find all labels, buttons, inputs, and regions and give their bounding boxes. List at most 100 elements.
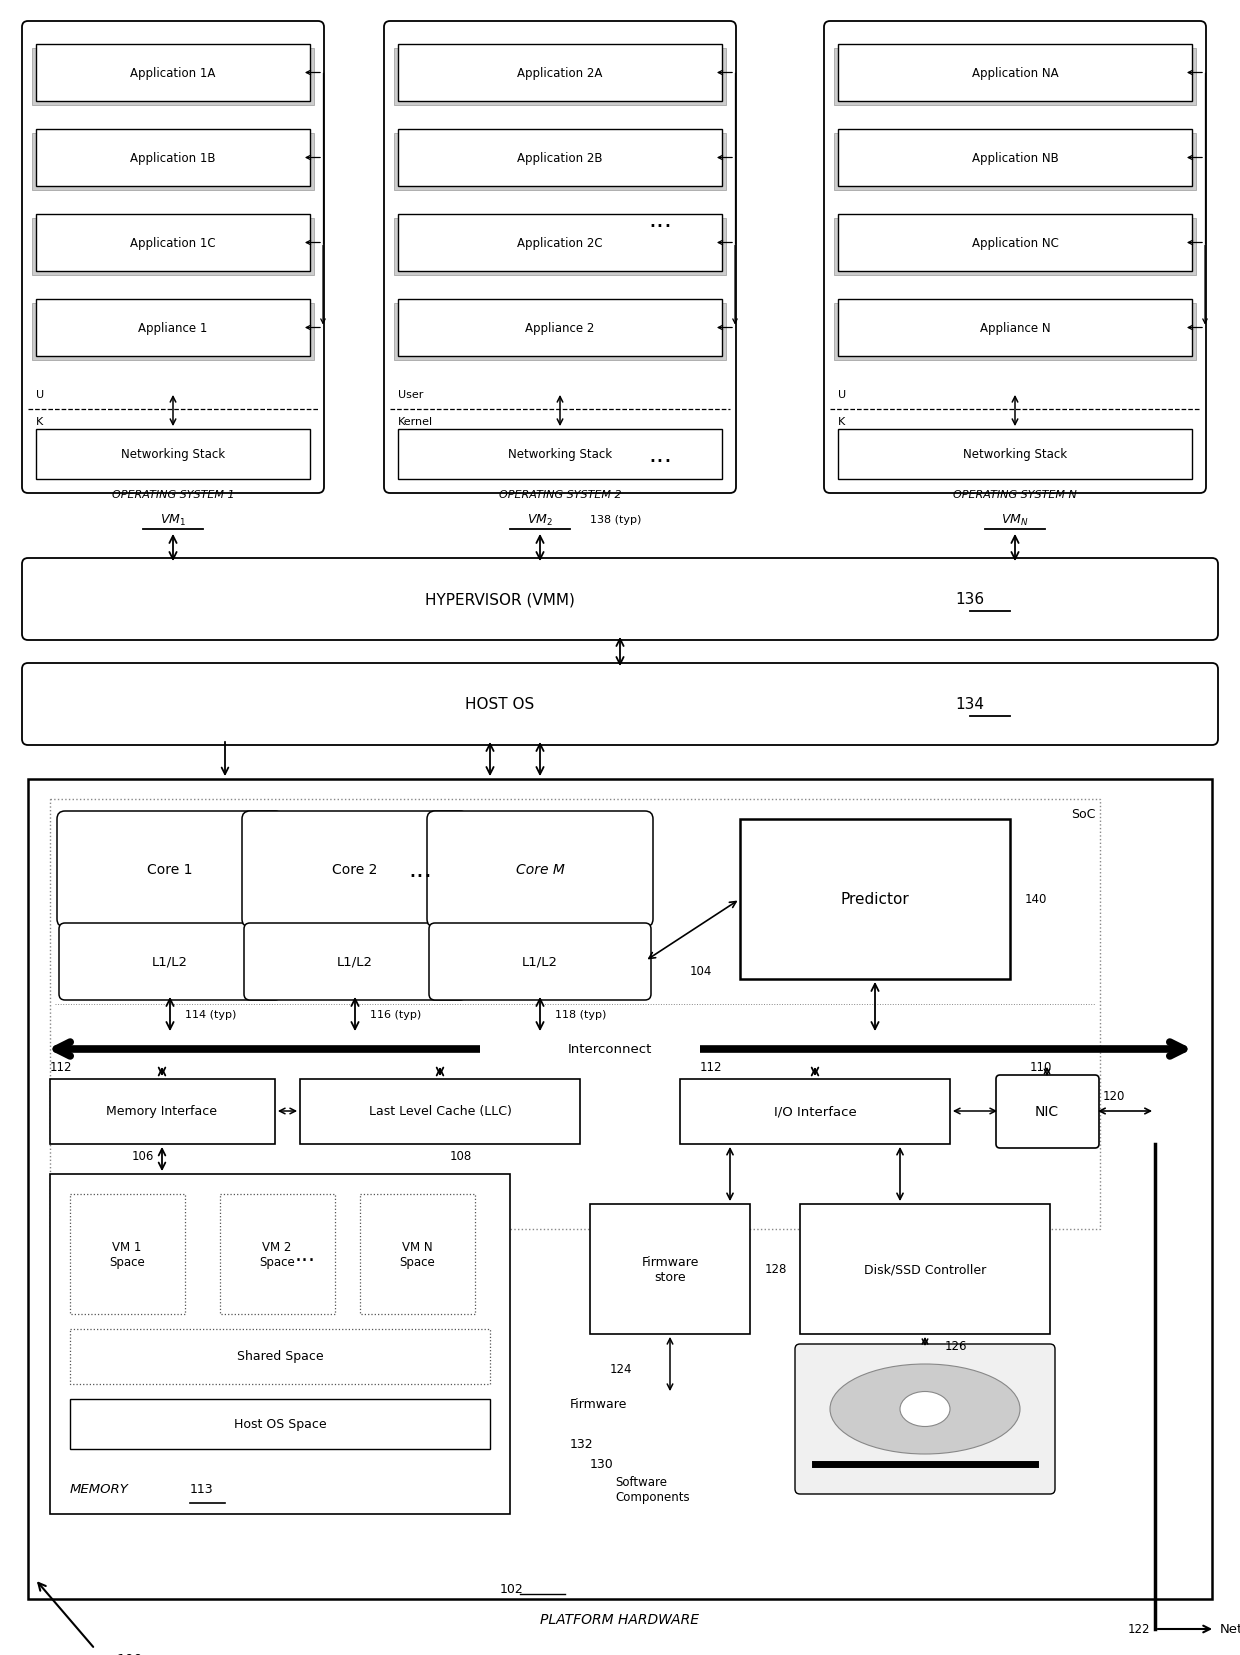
- Bar: [680, 1079, 950, 1144]
- Text: Appliance 2: Appliance 2: [526, 321, 595, 334]
- FancyBboxPatch shape: [242, 811, 467, 927]
- Text: Shared Space: Shared Space: [237, 1350, 324, 1362]
- Text: U: U: [838, 391, 846, 401]
- Text: Application 2B: Application 2B: [517, 152, 603, 166]
- Text: User: User: [398, 391, 423, 401]
- Text: 126: 126: [945, 1339, 967, 1352]
- Bar: [835, 305, 1197, 361]
- Text: 102: 102: [500, 1582, 523, 1595]
- Text: ...: ...: [649, 444, 672, 467]
- Text: Appliance 1: Appliance 1: [139, 321, 207, 334]
- Text: Memory Interface: Memory Interface: [107, 1106, 217, 1117]
- Text: ...: ...: [649, 209, 672, 232]
- Text: Software
Components: Software Components: [615, 1475, 689, 1503]
- Bar: [394, 50, 725, 106]
- Bar: [32, 50, 314, 106]
- FancyBboxPatch shape: [825, 22, 1207, 493]
- Text: Network: Network: [1220, 1622, 1240, 1635]
- Text: L1/L2: L1/L2: [522, 955, 558, 968]
- Text: K: K: [838, 417, 846, 427]
- Text: SoC: SoC: [1070, 808, 1095, 821]
- Text: NIC: NIC: [1035, 1104, 1059, 1119]
- Text: Application 1A: Application 1A: [130, 66, 216, 79]
- Text: 138 (typ): 138 (typ): [590, 515, 641, 525]
- Text: 114 (typ): 114 (typ): [185, 1010, 237, 1019]
- Text: Application 1C: Application 1C: [130, 237, 216, 250]
- FancyBboxPatch shape: [57, 811, 283, 927]
- Bar: [398, 215, 722, 271]
- Text: 104: 104: [689, 965, 712, 978]
- Text: 122: 122: [1127, 1622, 1149, 1635]
- Bar: [36, 300, 310, 357]
- FancyBboxPatch shape: [22, 664, 1218, 745]
- Text: 113: 113: [190, 1483, 213, 1496]
- FancyBboxPatch shape: [244, 923, 466, 1000]
- Text: Application NA: Application NA: [972, 66, 1058, 79]
- Text: Kernel: Kernel: [398, 417, 433, 427]
- Ellipse shape: [900, 1392, 950, 1427]
- Text: L1/L2: L1/L2: [153, 955, 188, 968]
- Bar: [69, 1398, 490, 1450]
- Bar: [360, 1195, 475, 1314]
- Bar: [800, 1205, 1050, 1334]
- Bar: [838, 430, 1192, 480]
- FancyBboxPatch shape: [384, 22, 737, 493]
- Text: 120: 120: [1104, 1091, 1126, 1102]
- Bar: [590, 1205, 750, 1334]
- Bar: [398, 131, 722, 187]
- Bar: [36, 430, 310, 480]
- Text: ...: ...: [408, 857, 432, 882]
- Text: 128: 128: [765, 1263, 787, 1276]
- Text: OPERATING SYSTEM 1: OPERATING SYSTEM 1: [112, 490, 234, 500]
- Text: Networking Stack: Networking Stack: [122, 449, 226, 462]
- FancyBboxPatch shape: [22, 22, 324, 493]
- Text: ...: ...: [295, 1245, 315, 1264]
- Ellipse shape: [830, 1364, 1021, 1455]
- Text: 134: 134: [956, 697, 985, 712]
- Bar: [29, 780, 1211, 1599]
- Bar: [32, 305, 314, 361]
- Text: 136: 136: [956, 592, 985, 607]
- Bar: [50, 1175, 510, 1514]
- Bar: [398, 300, 722, 357]
- Bar: [398, 45, 722, 103]
- Text: 118 (typ): 118 (typ): [556, 1010, 606, 1019]
- Text: VM N
Space: VM N Space: [399, 1240, 435, 1268]
- Bar: [835, 218, 1197, 276]
- Text: OPERATING SYSTEM N: OPERATING SYSTEM N: [954, 490, 1076, 500]
- Text: Application 2A: Application 2A: [517, 66, 603, 79]
- Text: 130: 130: [590, 1458, 614, 1471]
- Bar: [838, 45, 1192, 103]
- FancyBboxPatch shape: [60, 923, 281, 1000]
- Text: U: U: [36, 391, 45, 401]
- Text: Firmware
store: Firmware store: [641, 1254, 698, 1283]
- Text: Application NB: Application NB: [972, 152, 1059, 166]
- Text: OPERATING SYSTEM 2: OPERATING SYSTEM 2: [498, 490, 621, 500]
- Bar: [835, 134, 1197, 190]
- Bar: [480, 1036, 701, 1064]
- Text: L1/L2: L1/L2: [337, 955, 373, 968]
- Text: Application NC: Application NC: [972, 237, 1059, 250]
- Bar: [835, 50, 1197, 106]
- Text: Firmware: Firmware: [570, 1398, 627, 1410]
- Text: VM 1
Space: VM 1 Space: [109, 1240, 145, 1268]
- Text: 112: 112: [50, 1061, 72, 1074]
- Bar: [50, 799, 1100, 1230]
- Text: VM$_2$: VM$_2$: [527, 511, 553, 528]
- Text: VM$_N$: VM$_N$: [1001, 511, 1029, 528]
- Bar: [36, 215, 310, 271]
- Text: 106: 106: [131, 1150, 154, 1163]
- Text: 108: 108: [450, 1150, 472, 1163]
- Bar: [32, 134, 314, 190]
- Text: Host OS Space: Host OS Space: [233, 1418, 326, 1430]
- Bar: [32, 218, 314, 276]
- Text: Networking Stack: Networking Stack: [508, 449, 613, 462]
- Bar: [838, 215, 1192, 271]
- Text: Core M: Core M: [516, 862, 564, 877]
- FancyBboxPatch shape: [429, 923, 651, 1000]
- Text: Application 1B: Application 1B: [130, 152, 216, 166]
- Bar: [219, 1195, 335, 1314]
- Bar: [838, 300, 1192, 357]
- Text: I/O Interface: I/O Interface: [774, 1106, 857, 1117]
- Text: Application 2C: Application 2C: [517, 237, 603, 250]
